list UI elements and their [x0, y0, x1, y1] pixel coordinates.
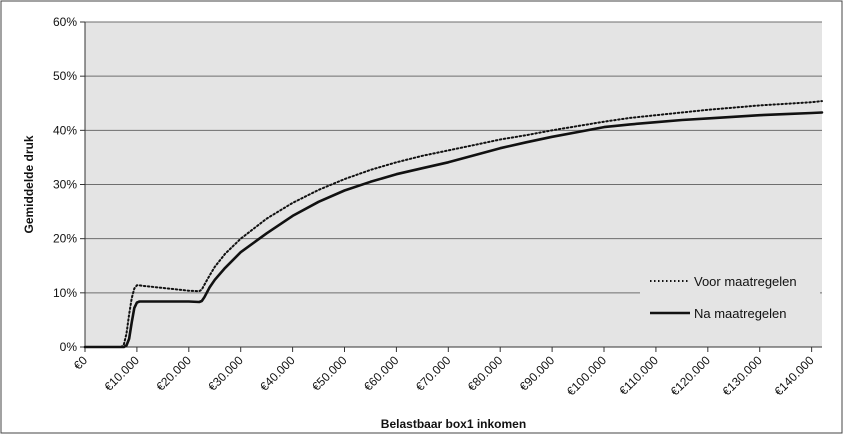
series-group: [83, 100, 824, 349]
y-tick-label: 60%: [53, 15, 77, 29]
y-axis-ticks: 0% 10% 20% 30% 40% 50% 60%: [53, 15, 85, 354]
y-tick-label: 30%: [53, 178, 77, 192]
y-tick-label: 10%: [53, 286, 77, 300]
y-tick-label: 0%: [60, 340, 78, 354]
series-line-na-maatregelen: [83, 111, 824, 349]
gridlines: [85, 21, 822, 294]
y-axis-title: Gemiddelde druk: [22, 135, 36, 233]
legend-label-voor-maatregelen: Voor maatregelen: [694, 274, 797, 289]
y-tick-label: 20%: [53, 232, 77, 246]
x-axis-title: Belastbaar box1 inkomen: [381, 417, 526, 431]
series-line-voor-maatregelen: [84, 100, 823, 348]
y-tick-label: 50%: [53, 69, 77, 83]
legend-label-na-maatregelen: Na maatregelen: [694, 306, 787, 321]
legend-background: [640, 264, 820, 330]
y-tick-label: 40%: [53, 123, 77, 137]
legend: Voor maatregelen Na maatregelen: [640, 264, 820, 330]
